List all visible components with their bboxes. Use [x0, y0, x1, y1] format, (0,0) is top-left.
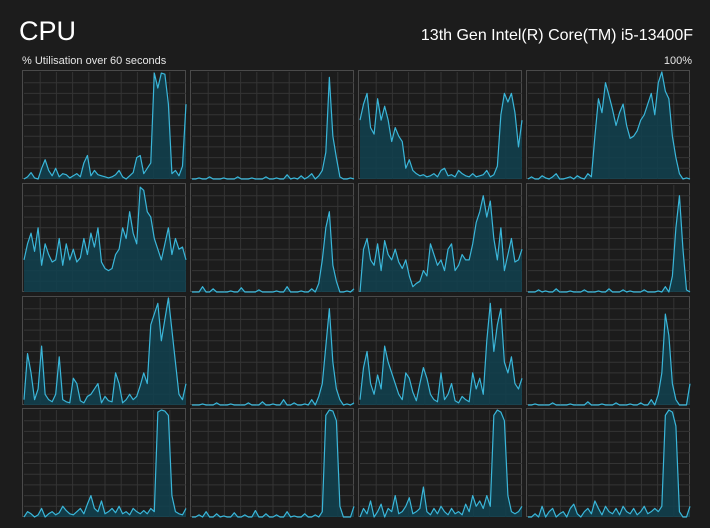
core-graph — [190, 296, 355, 406]
core-usage-chart — [527, 71, 691, 180]
cpu-header: CPU 13th Gen Intel(R) Core(TM) i5-13400F… — [0, 0, 710, 70]
core-graph — [22, 70, 187, 180]
usage-area — [192, 410, 354, 517]
usage-line — [192, 76, 355, 180]
core-graph — [358, 296, 523, 405]
core-graph — [358, 70, 523, 179]
usage-area — [528, 410, 690, 517]
usage-line — [528, 409, 691, 518]
core-usage-chart — [528, 409, 691, 518]
core-graph — [190, 408, 355, 518]
processor-name: 13th Gen Intel(R) Core(TM) i5-13400F — [420, 27, 693, 44]
utilisation-max-label: 100% — [663, 55, 692, 67]
usage-line — [359, 409, 523, 518]
core-graph — [526, 296, 691, 406]
usage-area — [24, 73, 186, 179]
usage-area — [360, 195, 522, 292]
utilisation-axis-label: % Utilisation over 60 seconds — [22, 55, 167, 67]
core-usage-chart — [528, 298, 691, 406]
usage-area — [360, 93, 522, 179]
usage-area — [528, 314, 690, 405]
core-graph — [526, 408, 691, 518]
core-usage-chart — [192, 185, 355, 293]
core-usage-chart — [192, 72, 355, 180]
usage-area — [192, 77, 354, 179]
core-usage-chart — [359, 72, 523, 179]
core-graph — [526, 70, 691, 180]
core-usage-chart — [23, 297, 187, 405]
core-usage-chart — [359, 409, 523, 518]
usage-line — [359, 302, 523, 404]
core-usage-chart — [23, 409, 187, 518]
usage-line — [528, 195, 691, 293]
usage-area — [192, 308, 354, 405]
core-usage-chart — [359, 185, 523, 293]
core-graph — [358, 183, 523, 293]
core-graph — [22, 183, 187, 292]
usage-line — [528, 313, 691, 406]
core-graph — [526, 183, 691, 293]
usage-area — [360, 410, 522, 517]
core-graph — [22, 296, 187, 405]
usage-area — [360, 303, 522, 405]
usage-line — [192, 409, 355, 518]
page-title: CPU — [19, 16, 77, 46]
core-graph — [22, 408, 187, 518]
core-graph — [358, 408, 523, 518]
usage-line — [527, 71, 691, 180]
usage-line — [23, 186, 187, 272]
core-graph — [190, 183, 355, 293]
core-usage-chart — [192, 409, 355, 518]
usage-area — [24, 410, 186, 517]
core-usage-chart — [359, 298, 523, 405]
usage-line — [359, 92, 523, 178]
usage-area — [528, 195, 690, 292]
usage-line — [192, 308, 355, 406]
core-usage-chart — [528, 185, 691, 293]
usage-area — [24, 187, 186, 292]
usage-line — [192, 211, 355, 293]
core-usage-chart — [23, 185, 187, 292]
usage-line — [23, 72, 187, 180]
usage-line — [23, 297, 187, 404]
usage-line — [359, 195, 523, 293]
core-graph — [190, 70, 355, 180]
usage-line — [23, 409, 187, 518]
core-usage-chart — [192, 298, 355, 406]
core-usage-chart — [23, 72, 187, 180]
